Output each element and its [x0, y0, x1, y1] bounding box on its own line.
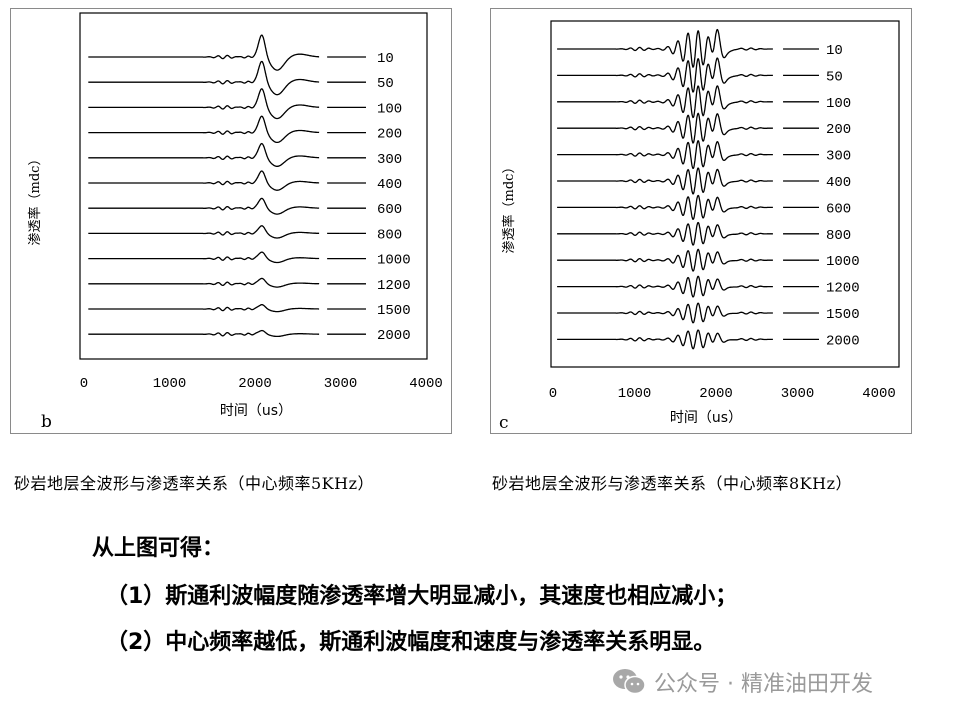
permeability-label: 200	[377, 127, 402, 143]
permeability-label: 1000	[377, 253, 411, 269]
conclusion-title: 从上图可得：	[92, 536, 225, 561]
permeability-label: 1000	[826, 254, 860, 270]
x-tick-label: 0	[80, 376, 88, 392]
x-tick-label: 2000	[699, 386, 733, 402]
permeability-label: 300	[826, 149, 851, 165]
x-tick-label: 1000	[153, 376, 187, 392]
x-axis-label: 时间（us）	[670, 410, 742, 426]
waveform-trace	[88, 329, 320, 338]
permeability-label: 800	[377, 227, 402, 243]
permeability-label: 1500	[826, 307, 860, 323]
waveform-trace	[557, 275, 773, 298]
waveform-trace	[557, 221, 773, 246]
x-tick-label: 3000	[324, 376, 358, 392]
plot-frame	[79, 12, 428, 360]
plot-frame	[550, 20, 900, 368]
permeability-label: 1200	[377, 278, 411, 294]
panel-letter: c	[499, 413, 509, 433]
chart-panel-c: 0 1000 2000 3000 4000 时间（us） 渗透率（mdc） c 10 50 100 2…	[490, 8, 912, 434]
wechat-icon	[613, 669, 646, 695]
waveform-trace	[557, 57, 773, 93]
permeability-label: 2000	[826, 333, 860, 349]
watermark-text: 公众号 · 精准油田开发	[654, 672, 873, 697]
permeability-label: 1200	[826, 281, 860, 297]
permeability-label: 100	[826, 96, 851, 112]
caption-c: 砂岩地层全波形与渗透率关系（中心频率8KHz）	[492, 474, 853, 493]
conclusion-point-2: （2）中心频率越低，斯通利波幅度和速度与渗透率关系明显。	[106, 630, 716, 655]
watermark: 公众号 · 精准油田开发	[612, 664, 873, 700]
waveform-trace	[557, 248, 773, 272]
x-tick-label: 2000	[238, 376, 272, 392]
permeability-label: 2000	[377, 328, 411, 344]
permeability-label: 100	[377, 101, 402, 117]
waveform-trace	[557, 302, 773, 324]
waveform-trace	[557, 329, 773, 350]
y-axis-label: 渗透率（mdc）	[501, 161, 517, 254]
waveform-trace	[88, 225, 320, 239]
waveform-chart-b: 0 1000 2000 3000 4000 时间（us） 渗透率（mdc） b 10 50 100 2…	[27, 12, 443, 432]
caption-b: 砂岩地层全波形与渗透率关系（中心频率5KHz）	[14, 474, 375, 493]
permeability-label: 400	[826, 175, 851, 191]
permeability-label: 600	[826, 201, 851, 217]
waveform-trace	[88, 197, 320, 215]
permeability-label: 50	[377, 76, 394, 92]
waveform-trace	[557, 112, 773, 144]
waveform-trace	[557, 167, 773, 195]
waveform-trace	[557, 194, 773, 221]
x-tick-label: 1000	[618, 386, 652, 402]
waveform-chart-c: 0 1000 2000 3000 4000 时间（us） 渗透率（mdc） c 10 50 100 2…	[499, 20, 900, 433]
x-axis-label: 时间（us）	[220, 403, 292, 419]
permeability-label: 800	[826, 228, 851, 244]
chart-panel-b: 0 1000 2000 3000 4000 时间（us） 渗透率（mdc） b 10 50 100 2…	[10, 8, 452, 434]
waveform-trace	[88, 277, 320, 288]
waveform-trace	[88, 251, 320, 264]
conclusion-point-1: （1）斯通利波幅度随渗透率增大明显减小，其速度也相应减小；	[106, 584, 738, 609]
permeability-label: 200	[826, 122, 851, 138]
waveform-trace	[557, 140, 773, 170]
permeability-label: 600	[377, 202, 402, 218]
permeability-label: 10	[377, 51, 394, 67]
waveform-trace	[557, 28, 773, 69]
waveform-trace	[88, 142, 320, 167]
waveform-trace	[88, 170, 320, 191]
panel-letter: b	[41, 412, 52, 432]
permeability-label: 400	[377, 177, 402, 193]
waveform-trace	[88, 34, 320, 71]
y-axis-label: 渗透率（mdc）	[27, 153, 43, 246]
waveform-trace	[557, 85, 773, 119]
waveform-trace	[88, 88, 320, 120]
permeability-label: 10	[826, 43, 843, 59]
permeability-label: 50	[826, 69, 843, 85]
x-tick-label: 0	[549, 386, 557, 402]
waveform-trace	[88, 115, 320, 144]
permeability-label: 1500	[377, 303, 411, 319]
x-tick-label: 3000	[781, 386, 815, 402]
waveform-trace	[88, 304, 320, 313]
waveform-trace	[88, 60, 320, 96]
x-tick-label: 4000	[409, 376, 443, 392]
permeability-label: 300	[377, 152, 402, 168]
x-tick-label: 4000	[862, 386, 896, 402]
